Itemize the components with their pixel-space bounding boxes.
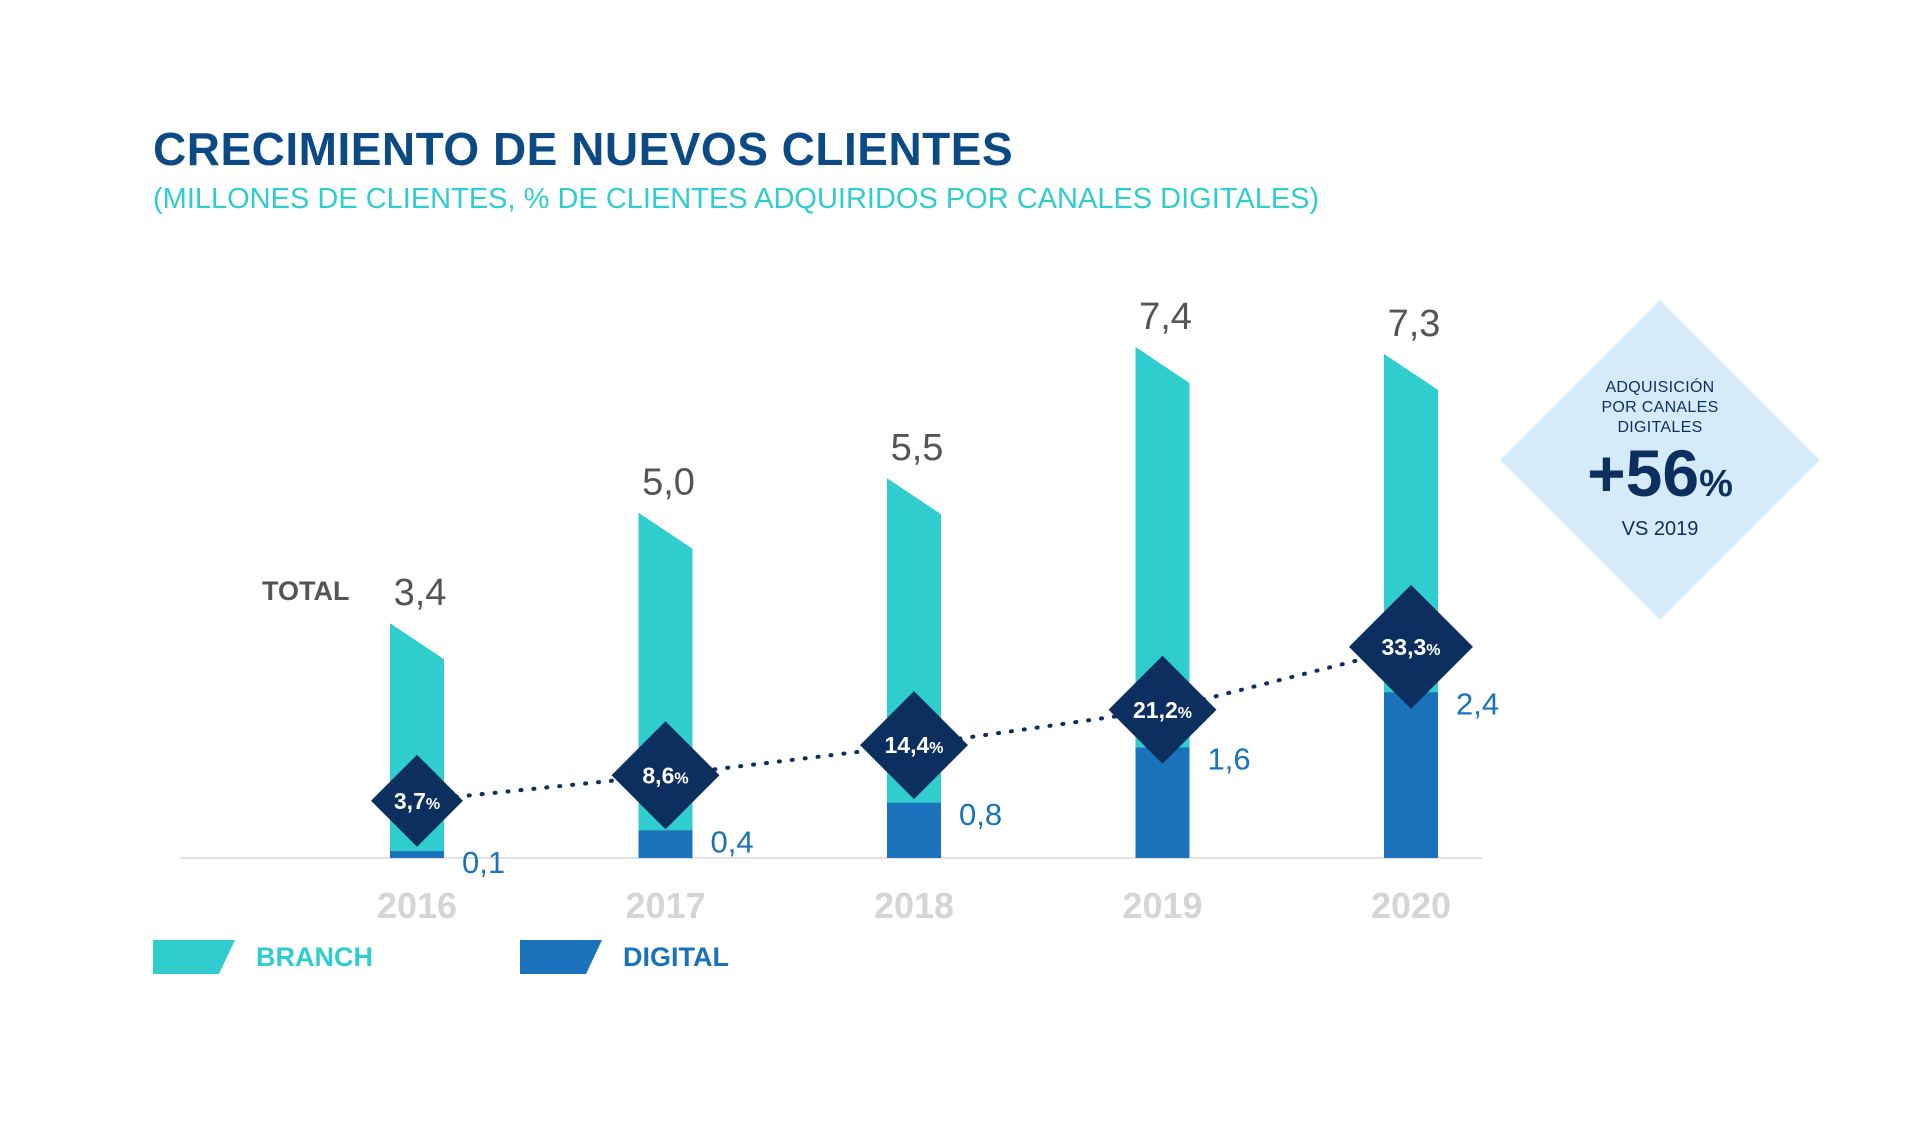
digital-share-label: 3,7% [394, 788, 440, 814]
branch-bar [887, 478, 941, 858]
digital-bar [1135, 747, 1190, 858]
total-value-label: 3,4 [394, 572, 447, 614]
callout-line-3: DIGITALES [1617, 419, 1703, 436]
legend-digital-label: DIGITAL [623, 942, 729, 972]
digital-bar [638, 830, 693, 858]
digital-bar [887, 802, 941, 858]
digital-share-label: 21,2% [1133, 697, 1192, 723]
chart-title: CRECIMIENTO DE NUEVOS CLIENTES [153, 123, 1014, 175]
digital-value-label: 1,6 [1208, 742, 1251, 777]
total-value-label: 5,5 [891, 427, 944, 469]
callout-value-number: +56 [1587, 436, 1700, 510]
digital-share-marker [860, 691, 968, 800]
total-row-label: TOTAL [262, 576, 350, 606]
digital-acquisition-callout: ADQUISICIÓN POR CANALES DIGITALES +56% V… [1500, 300, 1820, 620]
digital-value-label: 0,4 [711, 824, 754, 859]
x-tick-label: 2016 [377, 885, 457, 926]
digital-share-label: 8,6% [642, 762, 688, 788]
callout-line-1: ADQUISICIÓN [1605, 379, 1715, 396]
total-value-label: 7,4 [1139, 296, 1192, 338]
callout-comparison: VS 2019 [1621, 518, 1699, 540]
legend-digital: DIGITAL [520, 940, 780, 974]
digital-share-marker [611, 721, 720, 830]
legend-branch-swatch [153, 940, 235, 974]
digital-share-label: 14,4% [885, 732, 944, 758]
total-value-label: 5,0 [642, 462, 695, 504]
callout-diamond [1500, 300, 1820, 620]
digital-share-label: 33,3% [1382, 634, 1441, 660]
callout-line-2: POR CANALES [1601, 399, 1719, 416]
digital-share-marker [371, 754, 463, 847]
legend-digital-swatch [520, 940, 602, 974]
digital-value-label: 0,8 [959, 797, 1002, 832]
x-tick-label: 2019 [1122, 885, 1202, 926]
digital-value-label: 0,1 [462, 845, 505, 880]
legend-branch: BRANCH [153, 940, 413, 974]
x-tick-label: 2020 [1371, 885, 1451, 926]
x-tick-label: 2018 [874, 885, 954, 926]
total-value-label: 7,3 [1388, 303, 1441, 345]
digital-bar [1384, 692, 1438, 858]
digital-value-label: 2,4 [1456, 686, 1499, 721]
x-tick-label: 2017 [625, 885, 705, 926]
digital-bar [390, 851, 444, 858]
callout-value: +56% [1500, 438, 1820, 519]
digital-share-marker [1349, 584, 1473, 709]
digital-share-marker [1108, 655, 1217, 764]
legend-branch-label: BRANCH [256, 942, 373, 972]
chart-subtitle: (MILLONES DE CLIENTES, % DE CLIENTES ADQ… [153, 183, 1320, 215]
callout-value-unit: % [1699, 463, 1733, 505]
